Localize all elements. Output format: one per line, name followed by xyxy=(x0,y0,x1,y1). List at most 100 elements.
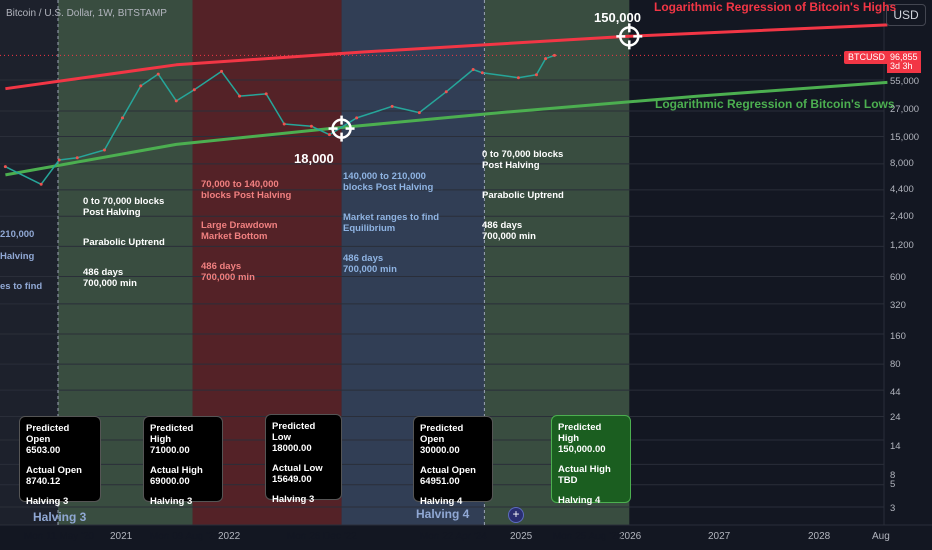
date-tag-bottom: Mon 26 Dec '22 xyxy=(287,531,357,542)
x-tick-2021: 2021 xyxy=(110,531,133,542)
price-point xyxy=(102,148,106,152)
price-point xyxy=(39,182,43,186)
y-tick: 3 xyxy=(890,503,896,514)
lows-regression-label: Logarithmic Regression of Bitcoin's Lows xyxy=(655,97,895,111)
halving-4-label: Halving 4 xyxy=(416,507,470,521)
drawdown-trend: Large Drawdown Market Bottom xyxy=(201,220,278,242)
box-predicted: Predicted High 150,000.00 xyxy=(558,422,606,455)
target-markers xyxy=(328,23,643,142)
price-point xyxy=(57,158,61,162)
crosshair-target-icon xyxy=(616,23,643,50)
y-tick: 44 xyxy=(890,387,901,398)
current-price-badge: 96,855 3d 3h xyxy=(887,51,921,73)
box-predicted: Predicted Open 6503.00 xyxy=(26,423,70,456)
price-point xyxy=(444,90,448,94)
price-point xyxy=(327,133,331,137)
info-box-halving3-low: Predicted Low 18000.00 Actual Low 15649.… xyxy=(265,414,342,505)
y-tick: 160 xyxy=(890,331,906,342)
box-halving: Halving 3 xyxy=(150,496,193,507)
box-predicted: Predicted Open 30000.00 xyxy=(420,423,464,456)
symbol-title: Bitcoin / U.S. Dollar, 1W, BITSTAMP xyxy=(6,8,167,19)
box-actual: Actual Low 15649.00 xyxy=(272,463,323,485)
currency-button[interactable]: USD xyxy=(886,4,926,26)
add-marker-button[interactable]: + xyxy=(508,507,524,523)
y-tick: 2,400 xyxy=(890,211,914,222)
date-tag-peak: Mon 09 Aug '21 xyxy=(150,531,220,542)
y-tick: 8,000 xyxy=(890,158,914,169)
y-tick: 27,000 xyxy=(890,104,920,115)
equilibrium-blocks: 140,000 to 210,000 blocks Post Halving xyxy=(343,171,434,193)
price-point xyxy=(390,104,394,108)
equilibrium-annotation: 140,000 to 210,000 blocks Post Halving M… xyxy=(343,160,439,286)
y-tick: 4,400 xyxy=(890,184,914,195)
price-point xyxy=(192,88,196,92)
prev-cycle-line-2: Halving xyxy=(0,251,35,262)
price-point xyxy=(174,99,178,103)
y-tick: 55,000 xyxy=(890,76,920,87)
box-halving: Halving 3 xyxy=(272,494,315,505)
y-tick: 80 xyxy=(890,359,901,370)
box-predicted: Predicted High 71000.00 xyxy=(150,423,194,456)
price-point xyxy=(471,68,475,72)
series-lines xyxy=(0,23,888,186)
price-point xyxy=(3,165,7,169)
price-point xyxy=(220,69,224,73)
x-tick-2022: 2022 xyxy=(218,531,241,542)
price-point xyxy=(309,124,313,128)
cycle4-trend: Parabolic Uptrend xyxy=(482,190,564,201)
highs-regression-label: Logarithmic Regression of Bitcoin's High… xyxy=(654,0,897,14)
price-point xyxy=(282,122,286,126)
box-halving: Halving 4 xyxy=(558,495,601,506)
cycle3-duration: 486 days 700,000 min xyxy=(83,267,137,289)
price-point xyxy=(156,72,160,76)
x-tick-aug: Aug xyxy=(872,531,890,542)
box-halving: Halving 3 xyxy=(26,496,69,507)
price-point xyxy=(264,92,268,96)
drawdown-duration: 486 days 700,000 min xyxy=(201,261,255,283)
price-point xyxy=(417,111,421,115)
prev-cycle-line-1: 210,000 xyxy=(0,229,35,240)
y-tick: 8 xyxy=(890,470,896,481)
prev-cycle-annotation: 210,000 Halving es to find xyxy=(0,218,42,303)
box-actual: Actual High 69000.00 xyxy=(150,465,203,487)
price-point xyxy=(139,84,143,88)
y-tick: 14 xyxy=(890,441,901,452)
callout-18000: 18,000 xyxy=(294,151,334,166)
price-point xyxy=(120,116,124,120)
y-tick: 320 xyxy=(890,300,906,311)
box-actual: Actual High TBD xyxy=(558,464,611,486)
price-point xyxy=(238,94,242,98)
box-actual: Actual Open 64951.00 xyxy=(420,465,476,487)
current-price-value: 96,855 xyxy=(890,52,918,62)
info-box-halving3-open: Predicted Open 6503.00 Actual Open 8740.… xyxy=(19,416,101,507)
cycle4-blocks: 0 to 70,000 blocks Post Halving xyxy=(482,149,564,171)
box-predicted: Predicted Low 18000.00 xyxy=(272,421,316,454)
x-tick-2026: 2026 xyxy=(619,531,642,542)
y-tick: 15,000 xyxy=(890,132,920,143)
price-point xyxy=(355,116,359,120)
prev-cycle-line-3: es to find xyxy=(0,281,43,292)
cycle4-uptrend-annotation: 0 to 70,000 blocks Post Halving Paraboli… xyxy=(482,138,564,253)
date-tag-halving3: Mon 11 May '20 xyxy=(24,531,95,542)
price-point xyxy=(552,53,556,57)
ticker-badge: BTCUSD xyxy=(844,51,890,64)
price-point xyxy=(544,57,548,61)
y-tick: 5 xyxy=(890,479,896,490)
drawdown-blocks: 70,000 to 140,000 blocks Post Halving xyxy=(201,179,292,201)
cycle4-duration: 486 days 700,000 min xyxy=(482,220,536,242)
x-tick-2025: 2025 xyxy=(510,531,533,542)
cycle3-trend: Parabolic Uptrend xyxy=(83,237,165,248)
drawdown-annotation: 70,000 to 140,000 blocks Post Halving La… xyxy=(201,168,291,294)
date-tag-predicted-high: Mon 25 Aug '25 xyxy=(553,531,623,542)
price-point xyxy=(516,76,520,80)
box-halving: Halving 4 xyxy=(420,496,463,507)
price-point xyxy=(480,71,484,75)
y-tick: 24 xyxy=(890,412,901,423)
y-tick: 1,200 xyxy=(890,240,914,251)
crosshair-target-icon xyxy=(328,115,355,142)
lows-regression-line xyxy=(5,80,888,177)
info-box-halving4-open: Predicted Open 30000.00 Actual Open 6495… xyxy=(413,416,493,507)
price-point xyxy=(534,73,538,77)
info-box-halving3-high: Predicted High 71000.00 Actual High 6900… xyxy=(143,416,223,507)
x-tick-2028: 2028 xyxy=(808,531,831,542)
